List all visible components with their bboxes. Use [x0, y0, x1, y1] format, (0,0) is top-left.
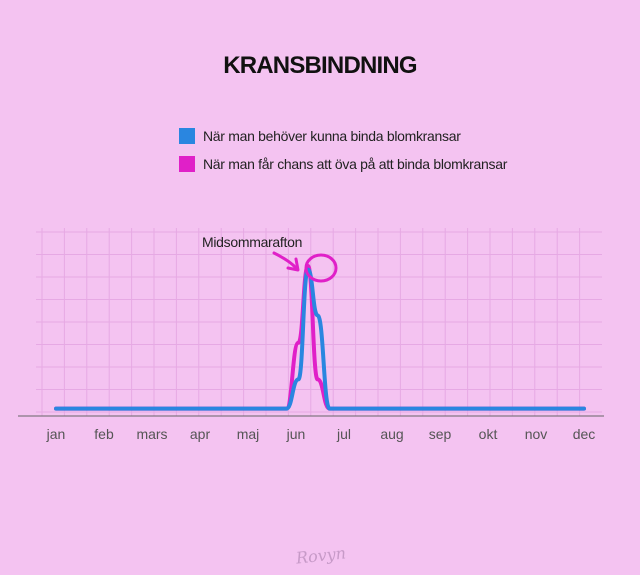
annotation: Midsommarafton: [202, 234, 338, 283]
x-tick-label: apr: [190, 426, 211, 442]
legend-swatch-blue: [179, 128, 195, 144]
x-tick-label: maj: [237, 426, 260, 442]
annotation-arrowhead: [286, 257, 300, 272]
annotation-label: Midsommarafton: [202, 234, 302, 250]
series-lines: [54, 263, 586, 411]
x-tick-label: dec: [573, 426, 596, 442]
signature: Rovyn: [294, 543, 347, 567]
series-line-blue: [54, 267, 586, 411]
legend: När man behöver kunna binda blomkransar …: [179, 128, 508, 172]
x-tick-label: jan: [46, 426, 66, 442]
x-tick-label: nov: [525, 426, 548, 442]
annotation-arrow: [272, 251, 298, 270]
x-tick-label: jun: [286, 426, 306, 442]
legend-label-magenta: När man får chans att öva på att binda b…: [203, 156, 508, 172]
x-tick-label: aug: [380, 426, 403, 442]
x-tick-labels: jan feb mars apr maj jun jul aug sep okt nov dec: [46, 426, 596, 442]
x-tick-label: sep: [429, 426, 452, 442]
annotation-circle: [304, 253, 338, 283]
x-tick-label: jul: [336, 426, 351, 442]
chart-title: KRANSBINDNING: [223, 52, 417, 79]
x-tick-label: feb: [94, 426, 114, 442]
x-tick-label: mars: [136, 426, 167, 442]
legend-label-blue: När man behöver kunna binda blomkransar: [203, 128, 461, 144]
legend-swatch-magenta: [179, 156, 195, 172]
x-tick-label: okt: [479, 426, 498, 442]
